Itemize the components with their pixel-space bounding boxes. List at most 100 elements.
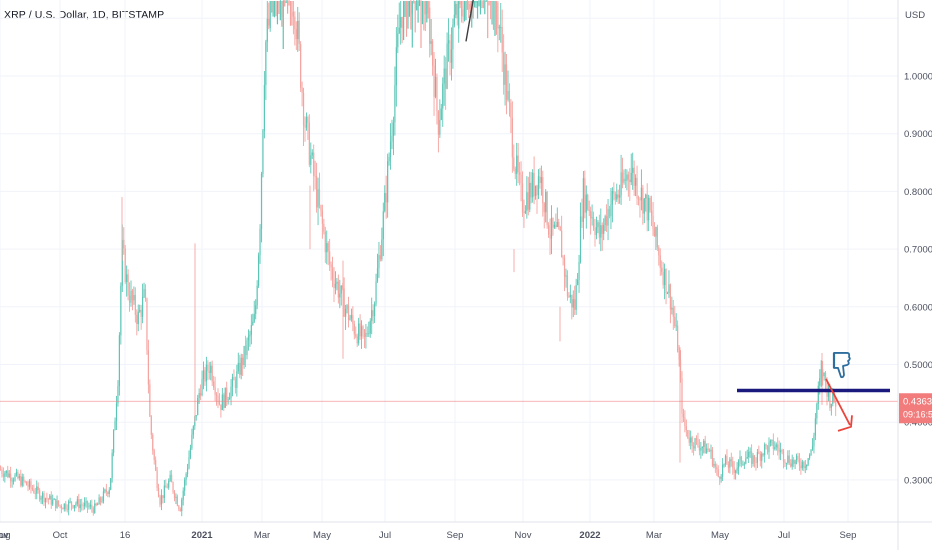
candle-body: [99, 497, 102, 502]
candle-body: [343, 288, 345, 317]
candle-body: [295, 29, 297, 40]
candle-body: [545, 191, 547, 213]
candle-body: [186, 468, 189, 475]
candle-body: [353, 323, 355, 335]
candle-body: [650, 210, 653, 216]
candle-body: [168, 480, 170, 488]
candle-body: [771, 439, 773, 441]
time-tick-label: Sep: [840, 530, 857, 541]
candle-body: [159, 496, 161, 505]
candle-body: [572, 299, 574, 308]
candle-body: [237, 362, 239, 372]
candle-body: [33, 489, 35, 493]
candle-body: [782, 450, 785, 462]
candle-body: [482, 1, 484, 9]
candle-body: [617, 194, 619, 198]
candle-body: [110, 478, 112, 490]
candle-body: [179, 509, 181, 512]
candle-body: [368, 333, 370, 335]
candle-body: [211, 365, 213, 382]
candle-body: [360, 326, 363, 337]
candle-body: [107, 492, 109, 494]
candle-body: [41, 493, 44, 499]
candle-body: [258, 255, 260, 286]
candle-body: [375, 281, 377, 304]
down-arrow-head: [837, 415, 853, 432]
candle-body: [756, 452, 758, 463]
candle-body: [774, 447, 776, 449]
candle-body: [372, 310, 374, 317]
candle-body: [7, 470, 9, 477]
candle-body: [778, 448, 780, 453]
candle-body: [462, 9, 464, 17]
candle-body: [523, 212, 525, 214]
candle-body: [682, 413, 685, 418]
candle-body: [275, 1, 277, 17]
candle-body: [217, 395, 219, 402]
candle-body: [160, 495, 163, 505]
time-tick-label: May: [711, 530, 729, 541]
candle-body: [407, 1, 409, 29]
candle-body: [630, 172, 632, 183]
candle-body: [226, 387, 228, 400]
candle-body: [510, 102, 512, 118]
candle-body: [427, 1, 429, 19]
candle-body: [285, 1, 287, 4]
candle-body: [465, 1, 467, 21]
candle-body: [356, 336, 358, 344]
candle-body: [555, 224, 557, 228]
candle-body: [658, 247, 660, 256]
candle-body: [456, 3, 458, 19]
candle-body: [645, 194, 647, 199]
candle-body: [321, 210, 323, 224]
candle-body: [549, 234, 551, 239]
candle-body: [527, 192, 529, 210]
candle-body: [720, 476, 722, 479]
candle-body: [49, 495, 51, 500]
candle-body: [601, 225, 603, 234]
candle-body: [652, 215, 654, 229]
candle-body: [662, 271, 664, 286]
candle-body: [746, 457, 748, 459]
candle-body: [40, 498, 42, 500]
candle-body: [704, 440, 706, 454]
candle-body: [143, 289, 145, 297]
candle-body: [813, 435, 815, 447]
candle-body: [668, 284, 670, 294]
candle-body: [745, 458, 747, 464]
candle-body: [822, 368, 824, 377]
candle-body: [98, 497, 100, 505]
candle-body: [333, 278, 335, 289]
candle-body: [389, 141, 392, 158]
candle-body: [378, 255, 380, 269]
candle-body: [521, 183, 524, 213]
candle-body: [566, 275, 569, 297]
thumbs-down-icon: [832, 352, 851, 379]
candle-body: [505, 64, 508, 100]
candle-body: [269, 1, 271, 29]
candle-body: [824, 372, 827, 383]
candle-body: [166, 487, 168, 489]
time-tick-label: Mar: [646, 530, 662, 541]
candle-body: [649, 197, 651, 211]
candle-body: [218, 401, 221, 405]
candle-body: [678, 351, 680, 360]
time-tick-label: Jul: [778, 530, 790, 541]
candle-body: [501, 27, 503, 53]
candle-body: [461, 1, 463, 17]
candle-body: [326, 243, 328, 253]
candle-body: [387, 161, 389, 203]
candle-body: [775, 444, 777, 448]
candle-body: [324, 231, 326, 253]
candle-body: [204, 370, 206, 382]
candle-body: [18, 476, 20, 479]
candle-body: [497, 2, 499, 29]
candle-body: [114, 421, 116, 431]
candle-body: [508, 90, 511, 103]
candle-body: [452, 24, 454, 50]
candle-body: [701, 446, 703, 449]
candle-body: [809, 455, 811, 459]
